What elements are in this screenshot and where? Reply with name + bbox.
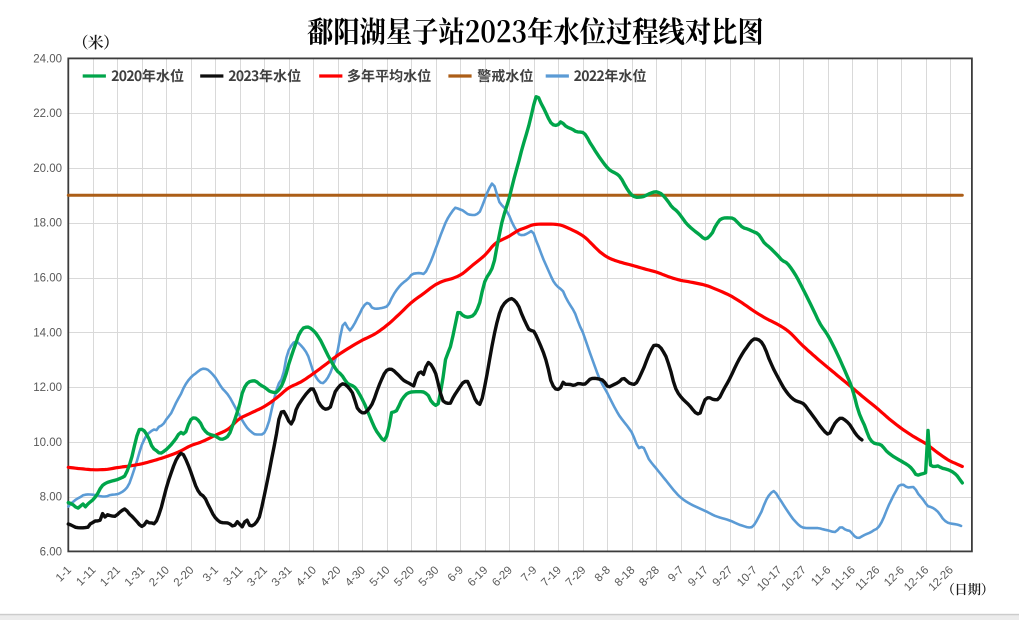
svg-text:16.00: 16.00	[33, 273, 62, 285]
svg-text:10.00: 10.00	[33, 437, 62, 449]
svg-text:6.00: 6.00	[40, 546, 62, 558]
svg-text:12.00: 12.00	[33, 382, 62, 394]
svg-text:22.00: 22.00	[33, 108, 62, 120]
svg-text:8.00: 8.00	[40, 492, 62, 504]
svg-text:24.00: 24.00	[33, 53, 62, 65]
svg-text:20.00: 20.00	[33, 163, 62, 175]
svg-text:18.00: 18.00	[33, 218, 62, 230]
svg-text:14.00: 14.00	[33, 327, 62, 339]
